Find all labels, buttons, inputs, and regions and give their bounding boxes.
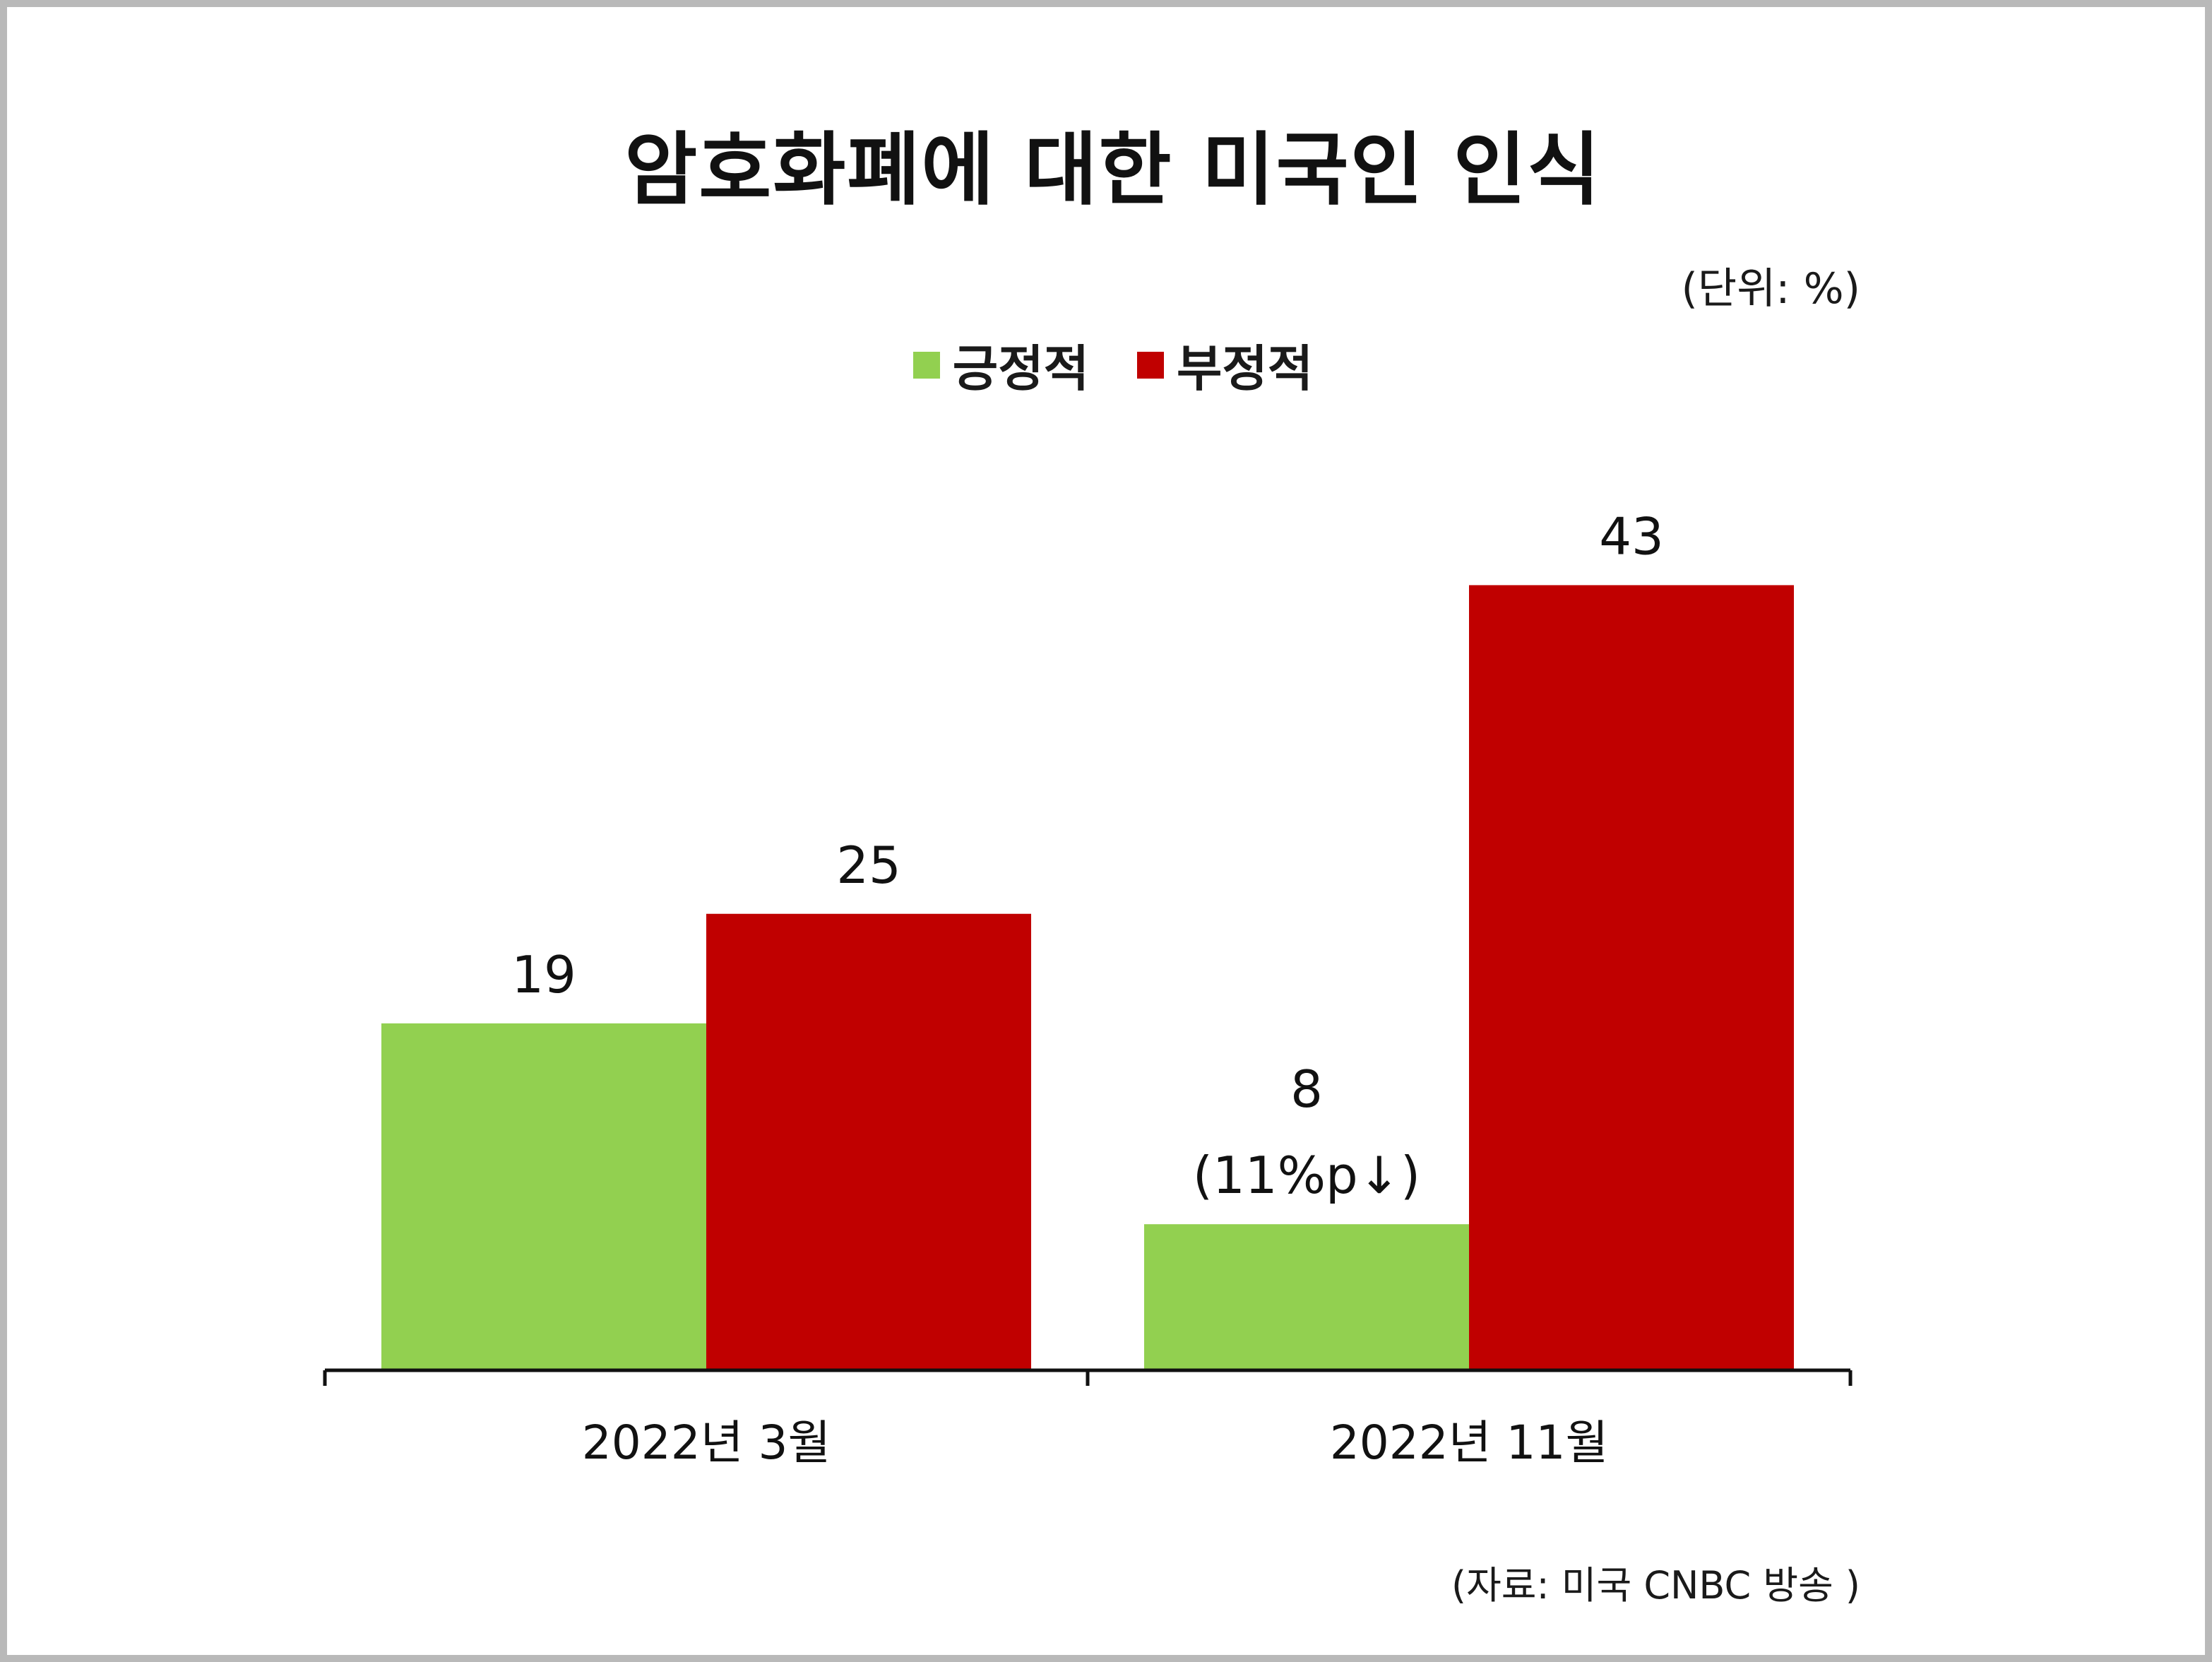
bar-chart: 19 25 2022년 3월 8 (11%p↓) 43 2022년 11월	[323, 506, 1853, 1470]
legend-label-positive: 긍정적	[952, 340, 1089, 398]
legend-swatch-negative	[1137, 351, 1164, 379]
bar-positive-1	[1144, 1224, 1469, 1370]
data-label-positive-1: 8	[1290, 1059, 1323, 1119]
legend-swatch-positive	[912, 351, 940, 379]
chart-title: 암호화폐에 대한 미국인 인식	[624, 124, 1602, 216]
legend-item-negative: 부정적	[1137, 329, 1313, 400]
unit-label: (단위: %)	[1681, 264, 1860, 314]
data-label-positive-0: 19	[511, 945, 576, 1004]
bar-positive-0	[381, 1023, 706, 1370]
x-tick-label-1: 2022년 11월	[1330, 1415, 1608, 1470]
data-label-negative-1: 43	[1599, 506, 1664, 566]
legend: 긍정적 부정적	[7, 329, 2212, 400]
bar-negative-0	[706, 913, 1031, 1370]
data-label-negative-0: 25	[836, 836, 901, 895]
source-note: (자료: 미국 CNBC 방송 )	[1451, 1563, 1860, 1608]
bar-negative-1	[1469, 585, 1794, 1371]
legend-item-positive: 긍정적	[912, 329, 1089, 400]
legend-label-negative: 부정적	[1177, 340, 1314, 398]
annotation-label: (11%p↓)	[1193, 1146, 1420, 1205]
x-tick-label-0: 2022년 3월	[582, 1415, 831, 1470]
